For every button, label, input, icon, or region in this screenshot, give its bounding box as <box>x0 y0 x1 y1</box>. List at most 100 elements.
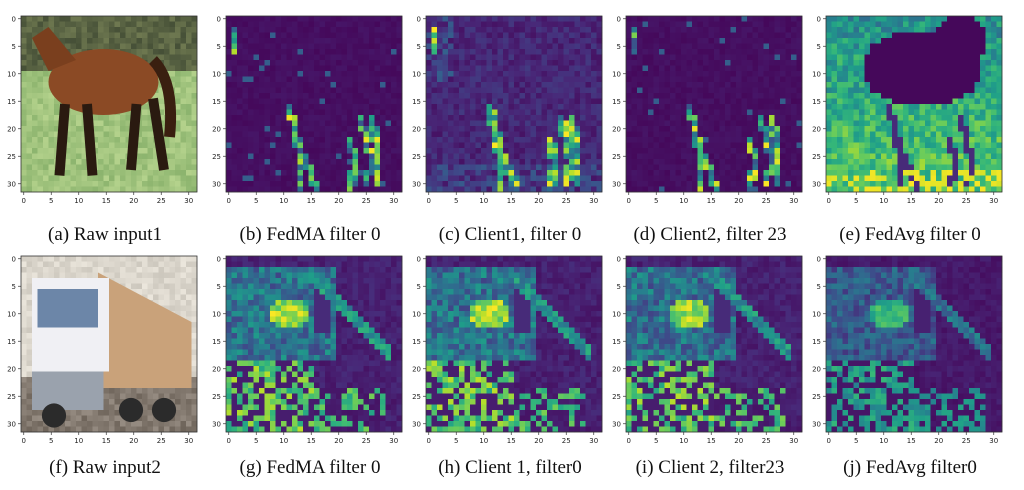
heatmap-cell <box>797 154 803 160</box>
heatmap-cell <box>331 66 337 72</box>
photo-pixel <box>115 154 121 160</box>
heatmap-cell <box>687 110 693 116</box>
heatmap-cell <box>487 104 493 110</box>
heatmap-cell <box>514 187 520 193</box>
heatmap-cell <box>287 176 293 182</box>
heatmap-cell <box>353 93 359 99</box>
heatmap-cell <box>248 104 254 110</box>
heatmap-cell <box>758 126 764 132</box>
heatmap-cell <box>747 154 753 160</box>
heatmap-cell <box>443 115 449 121</box>
heatmap-cell <box>542 170 548 176</box>
heatmap-cell <box>865 110 871 116</box>
heatmap-cell <box>498 22 504 28</box>
photo-pixel <box>76 187 82 193</box>
heatmap-cell <box>659 71 665 77</box>
heatmap-cell <box>859 77 865 83</box>
heatmap-cell <box>265 187 271 193</box>
heatmap-cell <box>947 71 953 77</box>
heatmap-cell <box>865 33 871 39</box>
heatmap-cell <box>626 55 632 61</box>
heatmap-cell <box>626 148 632 154</box>
heatmap-cell <box>331 38 337 44</box>
heatmap-cell <box>569 55 575 61</box>
photo-pixel <box>104 165 110 171</box>
heatmap-cell <box>454 110 460 116</box>
heatmap-cell <box>536 16 542 22</box>
heatmap-cell <box>325 170 331 176</box>
heatmap-cell <box>925 55 931 61</box>
heatmap-cell <box>432 16 438 22</box>
photo-pixel <box>21 121 27 127</box>
heatmap-cell <box>254 44 260 50</box>
heatmap-cell <box>564 165 570 171</box>
heatmap-cell <box>925 22 931 28</box>
heatmap-cell <box>747 137 753 143</box>
heatmap-cell <box>903 22 909 28</box>
heatmap-cell <box>659 93 665 99</box>
heatmap-cell <box>347 55 353 61</box>
heatmap-cell <box>336 159 342 165</box>
heatmap-cell <box>909 49 915 55</box>
photo-pixel <box>175 22 181 28</box>
heatmap-cell <box>386 143 392 149</box>
heatmap-cell <box>487 181 493 187</box>
heatmap-cell <box>964 71 970 77</box>
photo-pixel <box>32 143 38 149</box>
heatmap-cell <box>347 126 353 132</box>
heatmap-cell <box>314 60 320 66</box>
heatmap-cell <box>747 44 753 50</box>
heatmap-cell <box>676 71 682 77</box>
heatmap-cell <box>380 110 386 116</box>
photo-pixel <box>49 16 55 22</box>
photo-pixel <box>21 126 27 132</box>
heatmap-cell <box>670 88 676 94</box>
heatmap-cell <box>986 93 992 99</box>
heatmap-cell <box>764 176 770 182</box>
heatmap-cell <box>358 44 364 50</box>
heatmap-cell <box>786 121 792 127</box>
heatmap-cell <box>665 126 671 132</box>
heatmap-cell <box>969 38 975 44</box>
heatmap-cell <box>747 176 753 182</box>
heatmap-cell <box>254 137 260 143</box>
heatmap-cell <box>580 60 586 66</box>
heatmap-cell <box>953 16 959 22</box>
photo-pixel <box>49 121 55 127</box>
heatmap-cell <box>487 121 493 127</box>
heatmap-cell <box>659 137 665 143</box>
photo-pixel <box>126 181 132 187</box>
heatmap-cell <box>698 77 704 83</box>
heatmap-cell <box>865 82 871 88</box>
heatmap-cell <box>870 55 876 61</box>
photo-pixel <box>76 126 82 132</box>
heatmap-cell <box>659 60 665 66</box>
heatmap-cell <box>558 22 564 28</box>
heatmap-cell <box>520 137 526 143</box>
heatmap-cell <box>736 148 742 154</box>
heatmap-cell <box>591 187 597 193</box>
heatmap-cell <box>591 33 597 39</box>
heatmap-cell <box>720 187 726 193</box>
photo-pixel <box>192 93 198 99</box>
heatmap-cell <box>870 110 876 116</box>
heatmap-cell <box>232 104 238 110</box>
heatmap-cell <box>892 110 898 116</box>
heatmap-cell <box>347 110 353 116</box>
photo-pixel <box>49 99 55 105</box>
heatmap-cell <box>731 165 737 171</box>
heatmap-cell <box>854 104 860 110</box>
heatmap-cell <box>320 165 326 171</box>
heatmap-cell <box>643 121 649 127</box>
heatmap-cell <box>443 176 449 182</box>
heatmap-cell <box>243 71 249 77</box>
heatmap-cell <box>443 148 449 154</box>
y-tick-label: 15 <box>612 98 621 106</box>
heatmap-cell <box>553 88 559 94</box>
heatmap-cell <box>481 93 487 99</box>
x-tick-label: 0 <box>227 197 231 205</box>
heatmap-cell <box>887 126 893 132</box>
heatmap-cell <box>720 143 726 149</box>
photo-pixel <box>120 159 126 165</box>
heatmap-cell <box>826 16 832 22</box>
